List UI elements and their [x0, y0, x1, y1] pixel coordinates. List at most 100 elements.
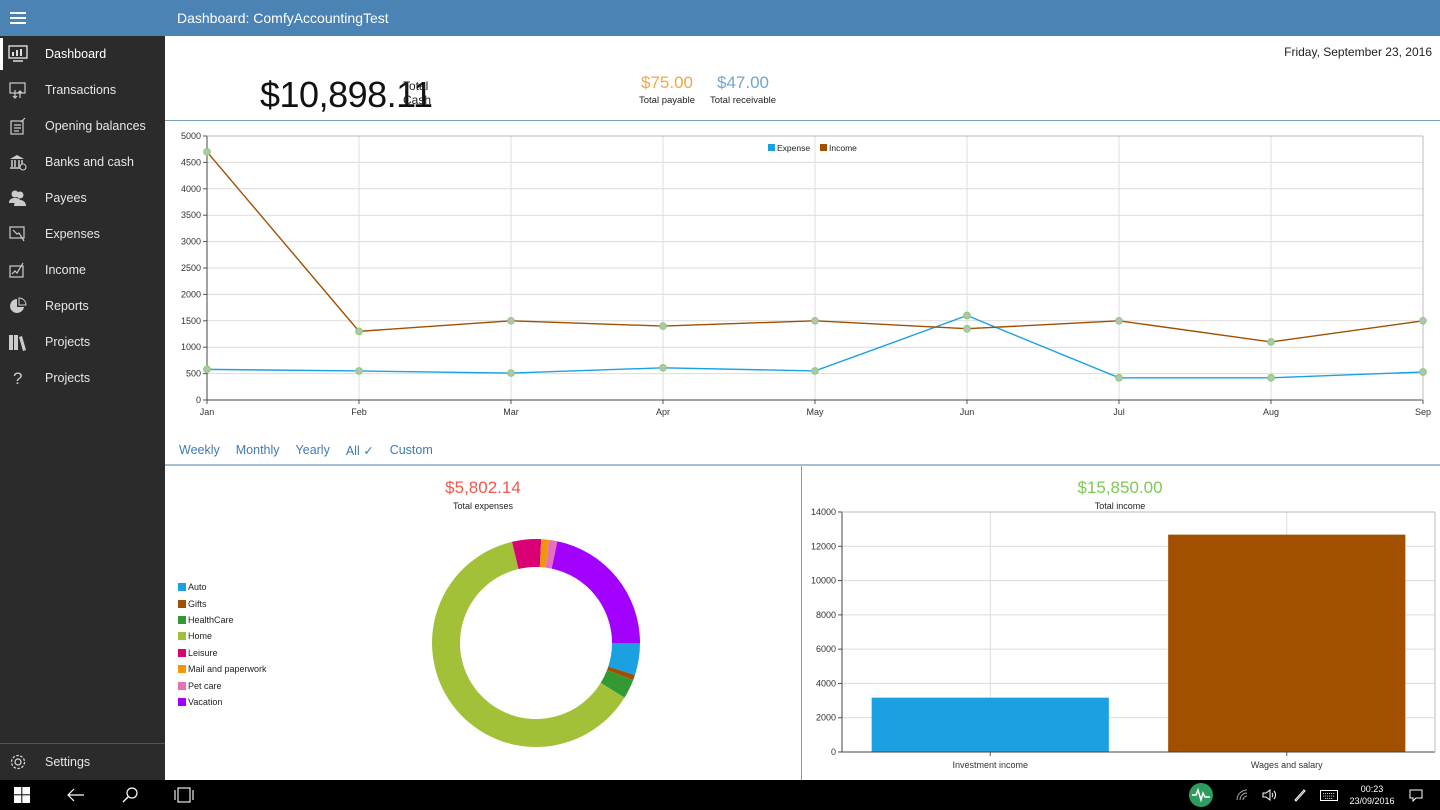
donut-slice-healthcare[interactable]	[600, 670, 634, 698]
total-payable-label: Total payable	[639, 95, 695, 106]
data-point-income[interactable]	[963, 324, 971, 333]
dashboard-main: Friday, September 23, 2016 $10,898.11 To…	[165, 36, 1440, 780]
data-point-income[interactable]	[203, 147, 211, 156]
bar-investment-income[interactable]	[871, 697, 1109, 752]
donut-slice-gifts[interactable]	[607, 666, 635, 681]
search-icon[interactable]	[116, 780, 144, 810]
sidebar-item-label: Reports	[45, 299, 89, 313]
hamburger-menu-icon[interactable]	[10, 12, 26, 24]
legend-swatch	[178, 648, 186, 657]
sidebar-item-transactions[interactable]: Transactions	[0, 72, 165, 108]
settings-button[interactable]: Settings	[0, 743, 165, 780]
legend-swatch-expense	[768, 144, 775, 151]
bank-icon	[8, 152, 28, 172]
sidebar-item-projects[interactable]: ? Projects	[0, 360, 165, 396]
period-tabs: Weekly Monthly Yearly All ✓ Custom	[179, 443, 449, 458]
tab-weekly[interactable]: Weekly	[179, 443, 220, 457]
expenses-legend: Auto Gifts HealthCare Home Leisure Mail and p…	[178, 579, 267, 710]
data-point-expense[interactable]	[1419, 368, 1427, 376]
legend-item: Gifts	[178, 595, 267, 611]
sidebar-item-dashboard[interactable]: Dashboard	[0, 36, 165, 72]
data-point-income[interactable]	[507, 316, 515, 325]
donut-slice-mail-and-paperwork[interactable]	[539, 539, 550, 568]
app-title: Dashboard: ComfyAccountingTest	[177, 10, 389, 26]
legend-label: Leisure	[188, 647, 218, 658]
legend-label: Auto	[188, 582, 207, 593]
taskbar-clock[interactable]: 00:23 23/09/2016	[1346, 783, 1398, 807]
action-center-icon[interactable]	[1405, 780, 1427, 810]
legend-label: Home	[188, 631, 213, 642]
data-point-income[interactable]	[811, 316, 819, 325]
data-point-expense[interactable]	[811, 367, 819, 375]
income-bar-chart: 0 2000 4000 6000 8000 10000 12000 14000 Investme…	[811, 507, 1436, 770]
activity-monitor-icon[interactable]	[1187, 780, 1215, 810]
data-point-expense[interactable]	[355, 367, 363, 375]
total-income-amount: $15,850.00	[1077, 478, 1163, 497]
total-payable-amount: $75.00	[640, 73, 693, 92]
sidebar-item-label: Dashboard	[45, 47, 107, 61]
data-point-expense[interactable]	[1115, 373, 1123, 382]
donut-slice-pet-care[interactable]	[545, 539, 558, 569]
x-tick-label: Jun	[960, 407, 975, 417]
windows-start-icon[interactable]	[8, 780, 36, 810]
y-tick-label: 1000	[181, 342, 201, 352]
help-icon: ?	[8, 368, 28, 388]
donut-slice-leisure[interactable]	[512, 539, 542, 570]
total-cash-label: Total Cash	[403, 79, 431, 107]
payees-icon	[8, 188, 28, 208]
tab-yearly[interactable]: Yearly	[295, 443, 330, 457]
expenses-icon	[8, 224, 28, 244]
y-tick-label: 3000	[181, 237, 201, 247]
data-point-expense[interactable]	[659, 363, 667, 372]
y-tick-label: 4000	[181, 184, 201, 194]
donut-slice-vacation[interactable]	[551, 541, 640, 643]
x-tick-label: Wages and salary	[1251, 760, 1323, 770]
data-point-expense[interactable]	[963, 311, 971, 320]
tab-monthly[interactable]: Monthly	[235, 443, 280, 457]
data-point-expense[interactable]	[203, 365, 211, 374]
sidebar-item-reports[interactable]: Reports	[0, 288, 165, 324]
sidebar-item-label: Payees	[45, 191, 87, 205]
sidebar-item-label: Projects	[45, 371, 91, 385]
volume-icon[interactable]	[1260, 780, 1280, 810]
data-point-income[interactable]	[355, 327, 363, 336]
legend-swatch	[178, 583, 186, 592]
data-point-income[interactable]	[1115, 316, 1123, 325]
data-point-income[interactable]	[1267, 338, 1275, 346]
total-receivable-label: Total receivable	[710, 95, 777, 106]
donut-slice-auto[interactable]	[608, 643, 640, 676]
sidebar-item-payees[interactable]: Payees	[0, 180, 165, 216]
tab-custom[interactable]: Custom	[389, 443, 433, 457]
legend-label: Mail and paperwork	[188, 664, 267, 675]
sidebar-item-label: Opening balances	[45, 119, 146, 133]
donut-slice-home[interactable]	[432, 541, 625, 747]
pen-icon[interactable]	[1290, 780, 1310, 810]
total-receivable: $47.00 Total receivable	[710, 73, 776, 106]
legend-item: Mail and paperwork	[178, 661, 267, 677]
sidebar-item-income[interactable]: Income	[0, 252, 165, 288]
task-view-icon[interactable]	[170, 780, 198, 810]
x-tick-label: Feb	[351, 407, 367, 417]
data-point-income[interactable]	[659, 322, 667, 330]
sidebar-item-banks-and-cash[interactable]: Banks and cash	[0, 144, 165, 180]
svg-text:?: ?	[13, 369, 22, 387]
sidebar-item-expenses[interactable]: Expenses	[0, 216, 165, 252]
panel-divider	[801, 466, 802, 780]
back-arrow-icon[interactable]	[62, 780, 90, 810]
sidebar-item-projects[interactable]: Projects	[0, 324, 165, 360]
sidebar-item-label: Expenses	[45, 227, 100, 241]
keyboard-icon[interactable]	[1318, 780, 1340, 810]
y-tick-label: 2000	[816, 713, 836, 723]
data-point-expense[interactable]	[507, 369, 515, 377]
data-point-expense[interactable]	[1267, 373, 1275, 382]
total-cash-label-line2: Cash	[403, 93, 432, 107]
data-point-income[interactable]	[1419, 316, 1427, 325]
network-icon[interactable]	[1232, 780, 1252, 810]
taskbar: 00:23 23/09/2016	[0, 780, 1440, 810]
bar-wages-and-salary[interactable]	[1168, 534, 1406, 752]
divider	[165, 464, 1440, 466]
total-expenses-amount: $5,802.14	[445, 478, 521, 497]
tab-all[interactable]: All ✓	[345, 444, 374, 458]
legend-label: HealthCare	[188, 614, 234, 625]
sidebar-item-opening-balances[interactable]: Opening balances	[0, 108, 165, 144]
